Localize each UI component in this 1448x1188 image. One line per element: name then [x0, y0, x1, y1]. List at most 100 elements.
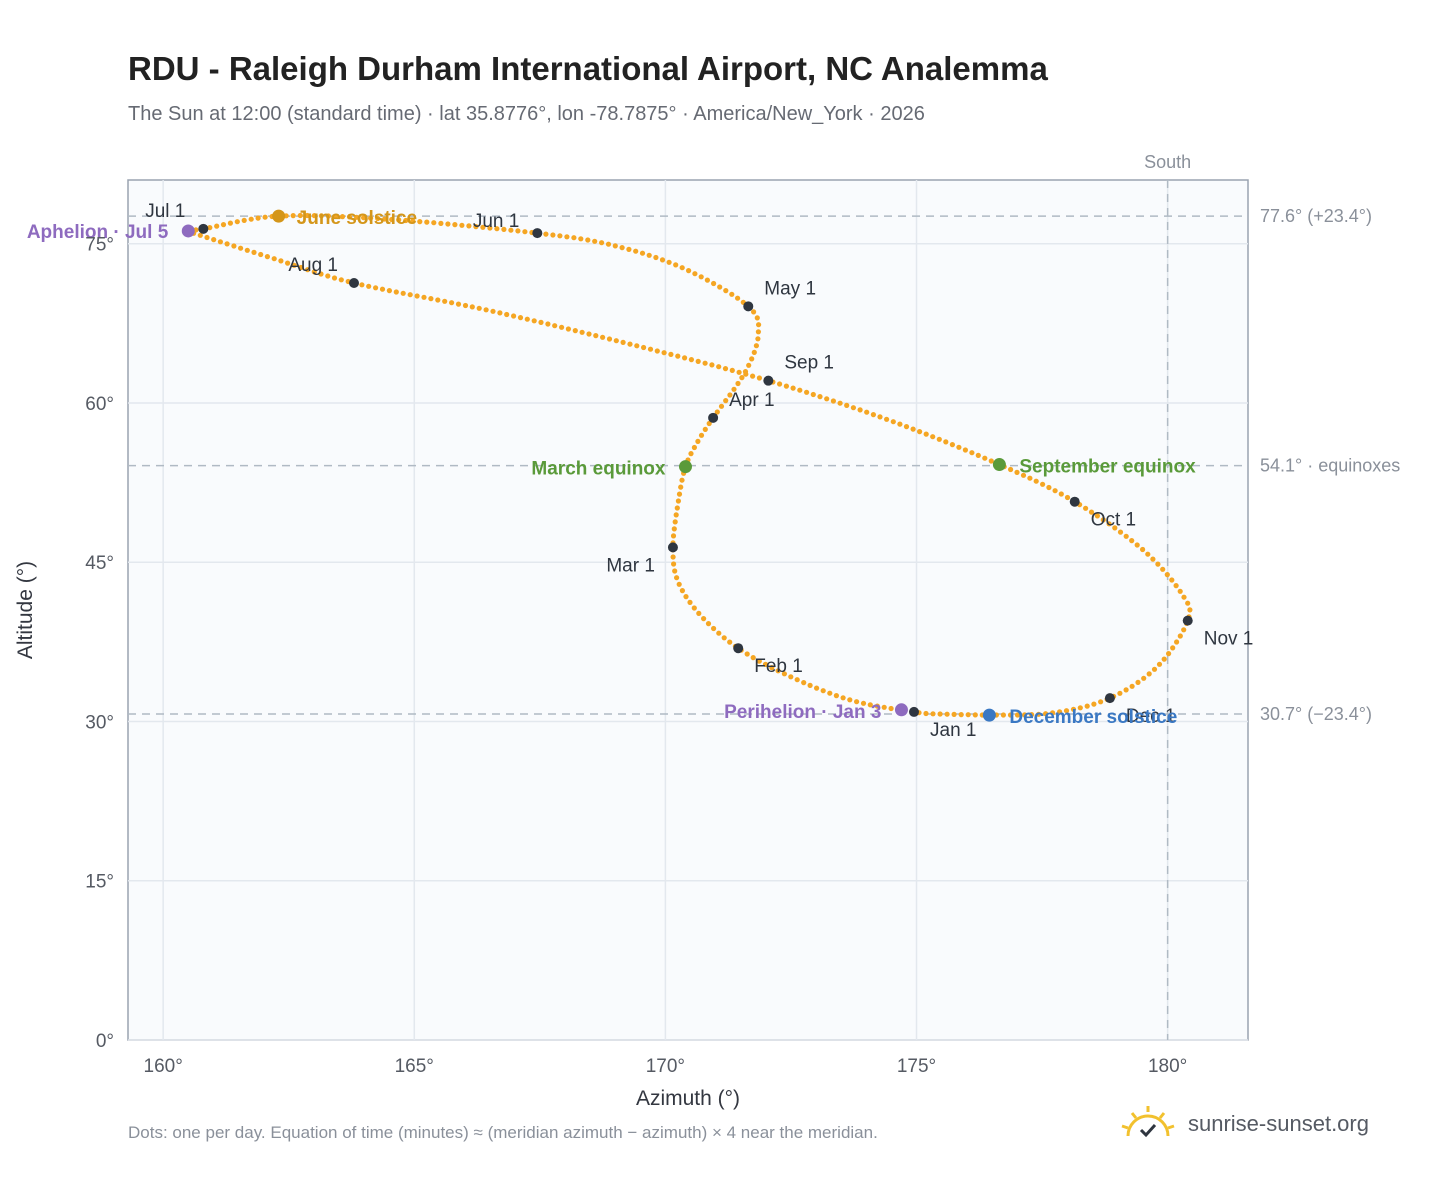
daily-dot [1043, 711, 1049, 717]
daily-dot [870, 412, 877, 418]
x-tick-label: 160° [144, 1056, 183, 1077]
daily-dot [721, 635, 727, 641]
event-marker [272, 209, 286, 223]
daily-dot [727, 392, 733, 398]
daily-dot [654, 348, 660, 354]
daily-dot [1014, 469, 1020, 475]
daily-dot [449, 300, 455, 306]
daily-dot [944, 711, 950, 717]
daily-dot [794, 677, 800, 683]
y-tick-label: 0° [96, 1031, 114, 1052]
daily-dot [1064, 494, 1071, 501]
daily-dot [571, 235, 577, 241]
daily-dot [723, 288, 729, 294]
daily-dot [890, 419, 896, 425]
daily-dot [727, 639, 733, 645]
daily-dot [972, 712, 978, 718]
daily-dot [1014, 712, 1021, 718]
daily-dot [1151, 666, 1158, 672]
daily-dot [599, 240, 605, 246]
daily-dot [338, 277, 344, 283]
daily-dot [304, 212, 310, 219]
daily-dot [671, 561, 677, 567]
event-label: Perihelion · Jan 3 [724, 702, 881, 723]
event-markers: Aphelion · Jul 5 June solstice March equin… [27, 208, 1196, 728]
month-marker [1069, 496, 1080, 507]
daily-dot [729, 291, 735, 297]
daily-dot [1117, 690, 1123, 696]
daily-dot [612, 243, 618, 249]
y-tick-label: 15° [85, 872, 114, 893]
daily-dot [1185, 600, 1191, 606]
daily-dot [442, 298, 448, 304]
daily-dot [777, 381, 783, 387]
daily-dot [393, 289, 399, 295]
daily-dot [854, 699, 860, 705]
daily-dot [949, 442, 956, 448]
daily-dot [679, 477, 685, 483]
daily-dot [1098, 699, 1104, 705]
y-tick-label: 75° [85, 235, 114, 256]
daily-dot [396, 217, 402, 223]
daily-dot [435, 297, 441, 303]
daily-dot [696, 610, 702, 617]
daily-dot [305, 267, 311, 273]
daily-dot [722, 366, 729, 372]
daily-dot [220, 222, 227, 228]
daily-dot [1022, 712, 1028, 718]
daily-dot [1000, 712, 1007, 718]
daily-dot [797, 387, 803, 393]
daily-dot [410, 218, 416, 224]
daily-dot [1046, 484, 1052, 491]
daily-dot [234, 219, 240, 225]
daily-dot [278, 258, 284, 264]
daily-dot [207, 225, 213, 231]
daily-dot [755, 336, 761, 342]
daily-dot [682, 355, 688, 361]
daily-dot [714, 409, 720, 415]
daily-dot [837, 400, 843, 406]
y-tick-label: 30° [85, 712, 114, 733]
daily-dot [414, 293, 420, 299]
daily-dot [804, 389, 810, 395]
event-marker [982, 708, 996, 722]
month-marker [1182, 615, 1193, 626]
daily-dot [613, 338, 619, 344]
daily-dot [688, 451, 694, 457]
grid-lines [128, 180, 1248, 1041]
daily-dot [717, 284, 723, 290]
daily-dot [1029, 712, 1035, 718]
daily-dot [1145, 551, 1151, 557]
daily-dot [504, 311, 510, 318]
daily-dot [375, 215, 381, 222]
daily-dot [716, 630, 722, 636]
month-marker [763, 375, 774, 386]
brand[interactable]: sunrise-sunset.org [1120, 1102, 1369, 1146]
daily-dot [285, 260, 291, 266]
daily-dot [1177, 633, 1183, 639]
daily-dot [756, 658, 762, 664]
daily-dot [1129, 538, 1135, 544]
daily-dot [1169, 577, 1175, 583]
daily-dot [445, 221, 451, 227]
x-tick-label: 165° [395, 1056, 434, 1077]
daily-dot [769, 665, 775, 671]
daily-dot [359, 282, 365, 288]
daily-dot [455, 301, 462, 307]
daily-dot [490, 308, 496, 314]
daily-dot [687, 599, 693, 606]
daily-dot [473, 224, 479, 230]
daily-dot [1084, 703, 1090, 709]
daily-dot [592, 238, 598, 244]
event-label: December solstice [1009, 707, 1177, 728]
daily-dot [814, 685, 820, 691]
daily-dot [565, 326, 572, 332]
daily-dot [781, 671, 788, 677]
daily-dot [1181, 594, 1187, 600]
plot-area [127, 179, 1249, 1041]
month-label: Jul 1 [145, 201, 185, 222]
daily-dot [702, 360, 708, 366]
daily-dot [501, 226, 507, 232]
daily-dot [1134, 542, 1140, 548]
